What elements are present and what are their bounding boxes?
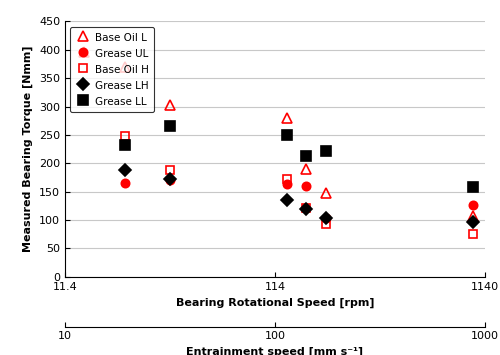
Legend: Base Oil L, Grease UL, Base Oil H, Grease LH, Grease LL: Base Oil L, Grease UL, Base Oil H, Greas… xyxy=(70,27,154,112)
Base Oil L xyxy=(122,65,128,69)
Base Oil H xyxy=(324,222,330,226)
Grease UL xyxy=(284,182,290,186)
Grease UL xyxy=(167,178,173,182)
Line: Grease UL: Grease UL xyxy=(121,176,477,223)
Grease LH xyxy=(122,168,128,172)
Base Oil L xyxy=(324,191,330,196)
Base Oil L xyxy=(167,103,173,108)
Line: Grease LL: Grease LL xyxy=(120,121,478,192)
Y-axis label: Measured Bearing Torque [Nmm]: Measured Bearing Torque [Nmm] xyxy=(23,46,34,252)
Grease LL xyxy=(167,124,173,129)
Grease LH xyxy=(324,216,330,220)
Grease LL xyxy=(324,149,330,153)
Base Oil H xyxy=(122,134,128,138)
Grease LH xyxy=(303,207,309,211)
Grease UL xyxy=(470,203,476,207)
X-axis label: Entrainment speed [mm s⁻¹]: Entrainment speed [mm s⁻¹] xyxy=(186,347,364,355)
Base Oil H xyxy=(303,206,309,210)
Grease UL xyxy=(122,181,128,185)
Base Oil H xyxy=(167,168,173,172)
Grease UL xyxy=(303,184,309,188)
Base Oil H xyxy=(470,232,476,236)
Grease LL xyxy=(303,154,309,158)
Base Oil H xyxy=(284,177,290,181)
Grease UL xyxy=(324,216,330,220)
Grease LH xyxy=(167,177,173,181)
Base Oil L xyxy=(470,214,476,218)
Grease LL xyxy=(122,143,128,147)
Line: Base Oil L: Base Oil L xyxy=(79,47,478,221)
Grease LH xyxy=(470,220,476,224)
Line: Grease LH: Grease LH xyxy=(121,166,477,226)
Line: Base Oil H: Base Oil H xyxy=(121,132,477,239)
Grease LL xyxy=(284,133,290,138)
Base Oil L xyxy=(284,116,290,120)
Grease LH xyxy=(284,198,290,202)
Base Oil L xyxy=(80,50,86,54)
X-axis label: Bearing Rotational Speed [rpm]: Bearing Rotational Speed [rpm] xyxy=(176,297,374,307)
Base Oil L xyxy=(303,167,309,171)
Grease LL xyxy=(470,185,476,189)
